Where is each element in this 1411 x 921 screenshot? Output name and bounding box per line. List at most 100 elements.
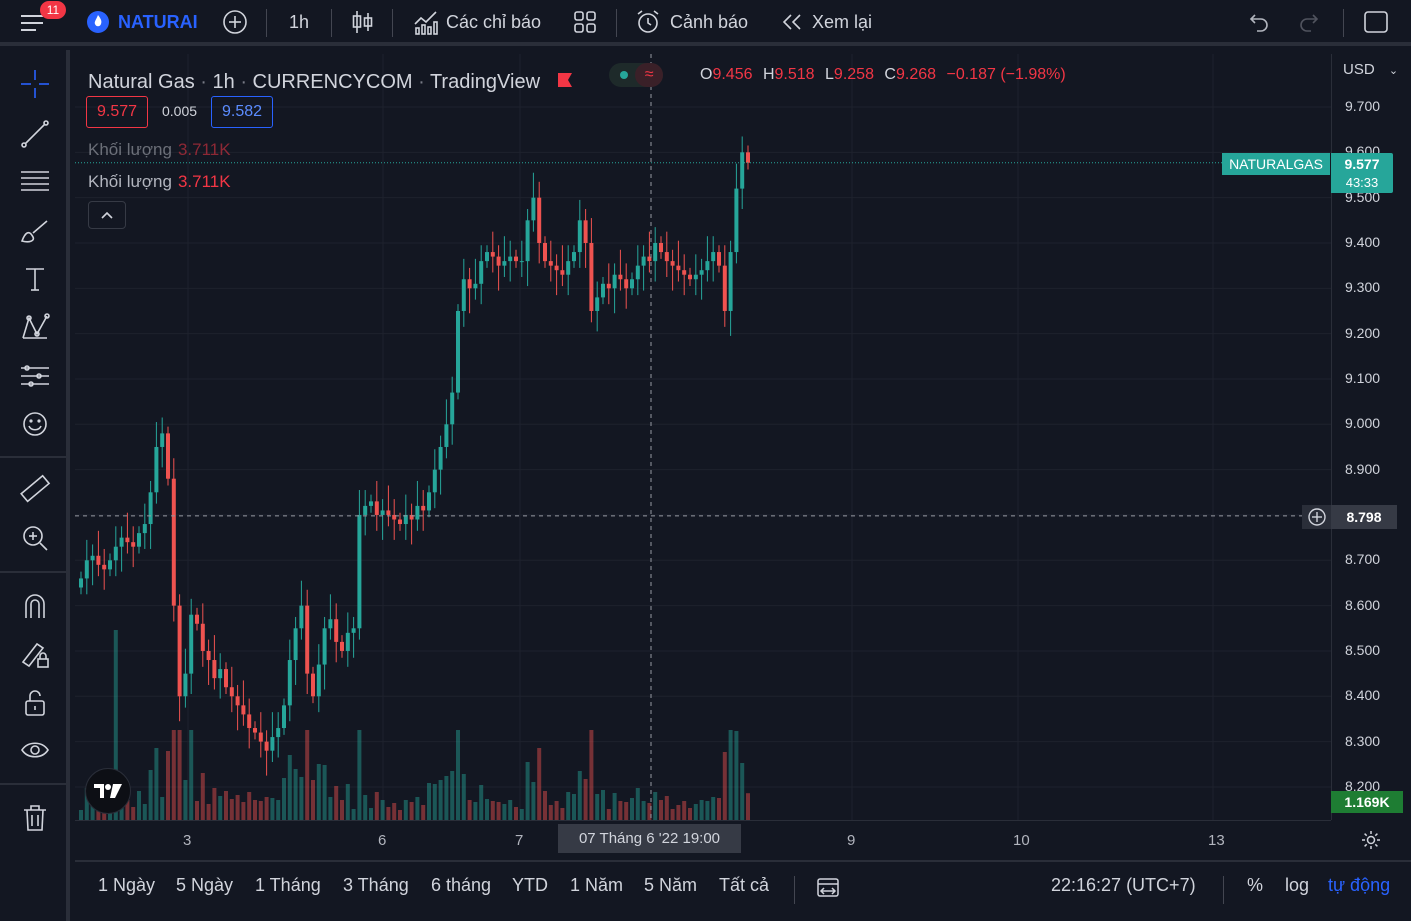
range-button[interactable]: 3 Tháng — [343, 875, 409, 895]
volume-bar — [316, 764, 321, 820]
volume-bar — [740, 763, 745, 820]
range-button[interactable]: 5 Ngày — [176, 875, 234, 895]
alerts-button[interactable]: Cảnh báo — [634, 0, 748, 44]
candle-body — [676, 265, 681, 271]
range-button[interactable]: 1 Năm — [570, 875, 624, 895]
fib-tool[interactable] — [17, 163, 53, 199]
market-status[interactable]: ≈ — [609, 63, 664, 87]
redo-button[interactable] — [1297, 0, 1321, 44]
bottom-toolbar: 1 Ngày 5 Ngày 1 Tháng 3 Tháng 6 tháng YTD 1 Nă… — [75, 860, 1411, 921]
currency-selector[interactable]: USD ⌄ — [1343, 61, 1398, 78]
candle-body — [409, 514, 414, 520]
candle-body — [606, 283, 611, 289]
bar-countdown: 43:33 — [1345, 175, 1379, 190]
menu-button[interactable] — [18, 0, 46, 44]
drawing-toolbar — [0, 50, 70, 921]
lock-tool[interactable] — [17, 685, 53, 721]
price-label: 9.100 — [1345, 369, 1381, 386]
low-value: 9.258 — [833, 66, 874, 83]
compare-icon — [817, 878, 839, 897]
volume-bar — [148, 770, 153, 820]
volume-bar — [189, 730, 194, 820]
magnet-tool[interactable] — [17, 588, 53, 624]
volume-bar — [334, 786, 339, 820]
flag-icon[interactable] — [556, 72, 574, 90]
candle-body — [496, 256, 501, 266]
range-button[interactable]: Tất cả — [719, 875, 770, 895]
chart-type-button[interactable] — [349, 0, 375, 44]
candlestick-chart[interactable] — [75, 54, 1331, 820]
volume-bar — [595, 794, 600, 820]
remove-drawings-tool[interactable] — [17, 800, 53, 836]
compare-symbol-button[interactable] — [221, 0, 249, 44]
forecast-tool[interactable] — [17, 358, 53, 394]
zoom-tool[interactable] — [17, 520, 53, 556]
volume-bar — [84, 788, 89, 820]
tradingview-logo[interactable] — [85, 768, 131, 814]
time-label: 13 — [1208, 832, 1225, 849]
candle-body — [722, 265, 727, 311]
ruler-tool[interactable] — [17, 472, 53, 508]
sell-price-button[interactable]: 9.577 — [86, 96, 149, 128]
clock-timezone[interactable]: 22:16:27 (UTC+7) — [1051, 875, 1196, 895]
crosshair-tool[interactable] — [17, 66, 53, 102]
candles-icon — [352, 11, 373, 33]
brush-tool[interactable] — [17, 213, 53, 249]
volume-bar — [142, 804, 147, 820]
auto-scale-toggle[interactable]: tự động — [1328, 875, 1391, 895]
chart-settings-button[interactable] — [1357, 826, 1385, 854]
volume-bar — [485, 799, 489, 820]
range-button[interactable]: 6 tháng — [431, 875, 492, 895]
range-button[interactable]: 1 Tháng — [255, 875, 321, 895]
fib-icon — [21, 171, 49, 191]
candle-body — [421, 505, 426, 511]
percent-toggle[interactable]: % — [1247, 875, 1264, 895]
candle-body — [119, 537, 124, 547]
log-toggle[interactable]: log — [1285, 875, 1310, 895]
collapse-legend-button[interactable] — [88, 201, 126, 229]
candle-body — [148, 492, 153, 525]
symbol-search-button[interactable]: NATURAI — [86, 0, 198, 44]
indicators-button[interactable]: Các chỉ báo — [412, 0, 541, 44]
candle-body — [351, 628, 356, 633]
date-range-button[interactable] — [815, 874, 841, 905]
divider — [331, 9, 332, 37]
candle-body — [740, 152, 745, 189]
buy-price-button[interactable]: 9.582 — [211, 96, 274, 128]
emoji-tool[interactable] — [17, 406, 53, 442]
legend-source: TradingView — [429, 71, 541, 93]
volume-bar — [328, 797, 333, 820]
volume-legend[interactable]: Khối lượng 3.711K — [88, 172, 231, 192]
volume-bar — [432, 784, 437, 820]
volume-bar — [363, 795, 368, 820]
range-button[interactable]: YTD — [512, 875, 548, 895]
lock-drawings-tool[interactable] — [17, 636, 53, 672]
fullscreen-button[interactable] — [1362, 0, 1390, 44]
candle-body — [258, 732, 263, 742]
chevron-down-icon: ⌄ — [1388, 65, 1399, 77]
candle-body — [612, 274, 617, 289]
volume-bar — [125, 800, 130, 820]
candle-body — [711, 252, 716, 262]
time-label: 9 — [847, 832, 856, 849]
hide-drawings-tool[interactable] — [17, 732, 53, 768]
time-axis[interactable]: 3 6 7 9 10 13 — [75, 820, 1331, 860]
text-tool[interactable] — [17, 261, 53, 297]
trendline-tool[interactable] — [17, 116, 53, 152]
range-button[interactable]: 1 Ngày — [98, 875, 156, 895]
pattern-tool[interactable] — [17, 310, 53, 346]
crosshair-add-button[interactable] — [1302, 505, 1331, 529]
legend-title[interactable]: Natural Gas · 1h · CURRENCYCOM · Trading… — [88, 63, 664, 94]
legend-interval: 1h — [212, 71, 235, 93]
replay-button[interactable]: Xem lại — [780, 0, 872, 44]
layout-button[interactable] — [571, 0, 599, 44]
price-label: 8.300 — [1345, 732, 1381, 749]
interval-button[interactable]: 1h — [289, 11, 310, 32]
volume-bar — [717, 798, 721, 820]
emoji-icon — [23, 412, 47, 436]
menu-icon — [21, 15, 43, 31]
chart-pane[interactable] — [75, 54, 1331, 820]
settings-icon — [1362, 831, 1380, 849]
undo-button[interactable] — [1247, 0, 1271, 44]
range-button[interactable]: 5 Năm — [644, 875, 698, 895]
